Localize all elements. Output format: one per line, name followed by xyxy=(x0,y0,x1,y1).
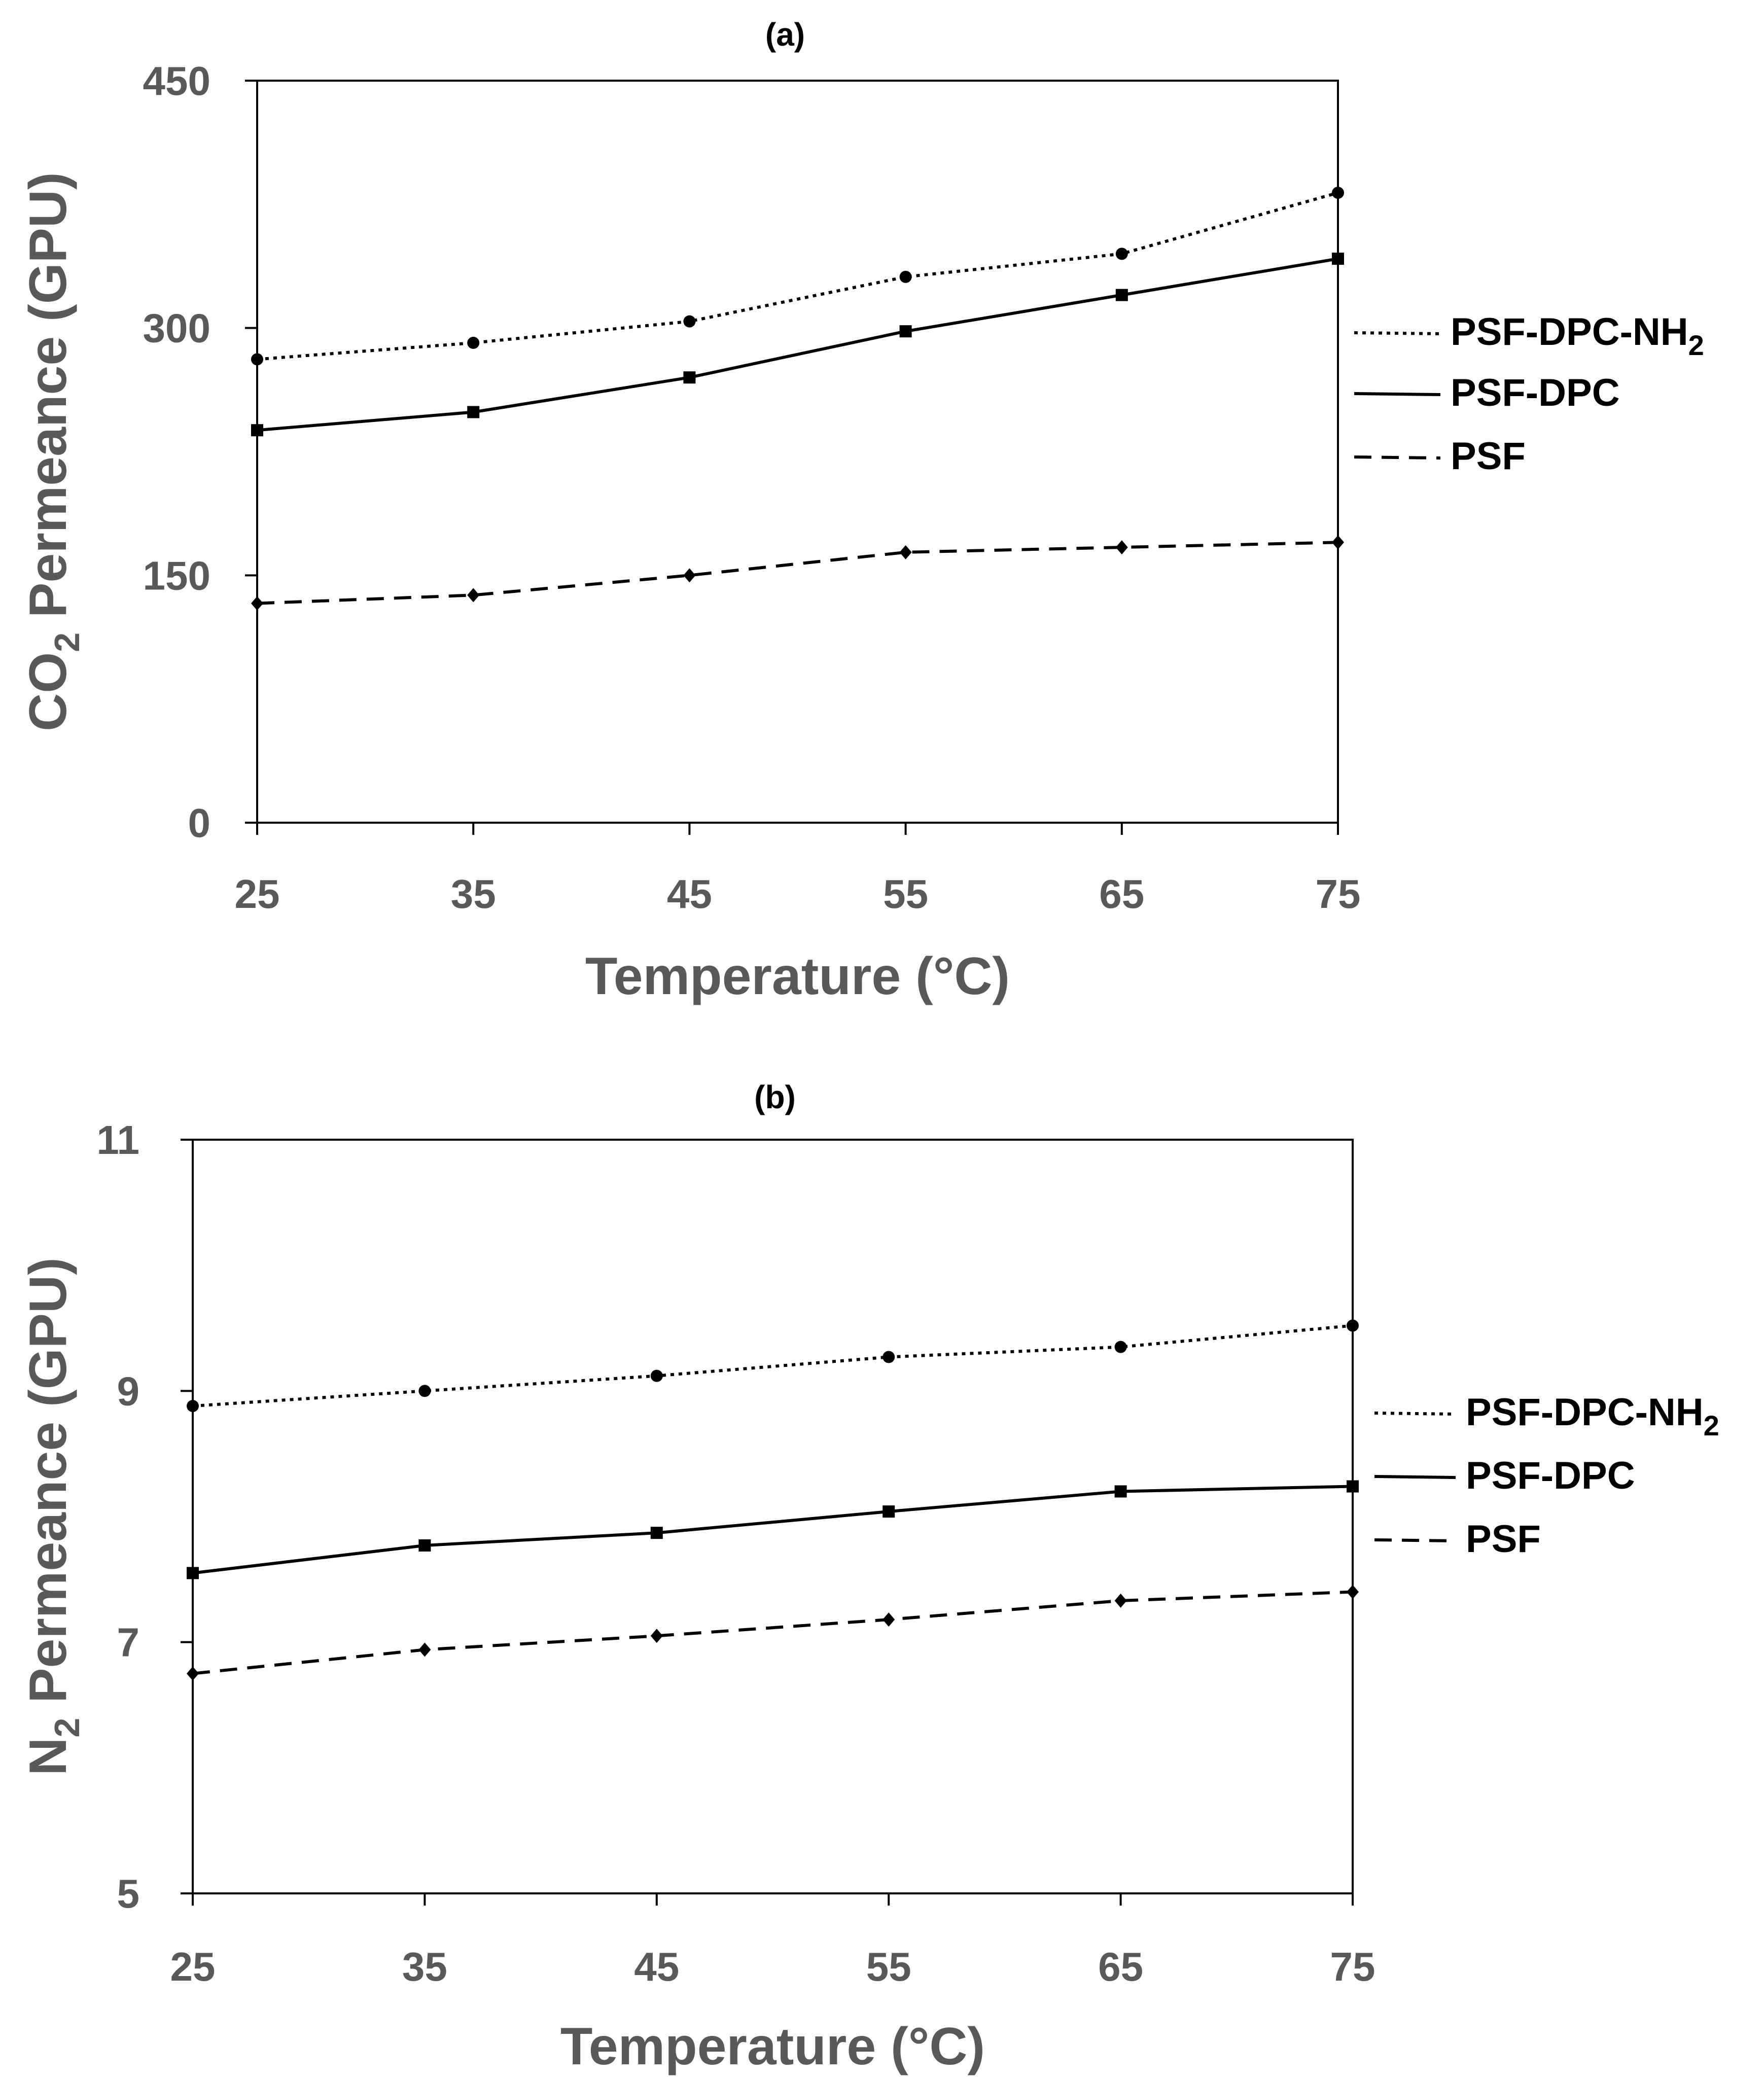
series-a-1 xyxy=(251,253,1344,437)
data-point-b-1 xyxy=(883,1505,895,1518)
data-point-a-0 xyxy=(683,315,696,328)
series-line-a-2 xyxy=(257,541,1338,605)
data-point-b-0 xyxy=(650,1369,663,1382)
x-tick-label-b: 25 xyxy=(170,1944,216,1989)
legend-swatch-b-0 xyxy=(1374,1412,1456,1416)
series-a-0 xyxy=(251,187,1344,366)
chart-title-a: (a) xyxy=(765,16,805,53)
y-tick-label-b: 9 xyxy=(117,1368,140,1414)
x-axis-title-a: Temperature (°C) xyxy=(585,947,1010,1006)
plot-frame-a xyxy=(256,80,1339,824)
data-point-a-0 xyxy=(467,336,480,349)
y-tick-label-a: 300 xyxy=(143,306,210,351)
x-tick-label-b: 75 xyxy=(1330,1944,1375,1989)
legend-swatch-b-1 xyxy=(1374,1475,1456,1479)
data-point-b-1 xyxy=(187,1567,199,1579)
data-point-a-2 xyxy=(1332,535,1344,550)
y-tick-label-b: 7 xyxy=(117,1620,140,1665)
data-point-a-0 xyxy=(1115,248,1128,260)
x-tick-label-a: 65 xyxy=(1099,871,1144,917)
data-point-a-1 xyxy=(683,371,696,384)
y-axis-title-b: N2 Permeance (GPU) xyxy=(19,1257,87,1776)
data-point-a-2 xyxy=(899,545,912,559)
x-tick-label-b: 45 xyxy=(634,1944,679,1989)
data-point-a-0 xyxy=(899,270,912,283)
chart-panel-a: (a) 0 150 300 450 25 35 45 55 65 75 Temperature (°C… xyxy=(19,16,1704,1006)
data-point-b-1 xyxy=(1347,1480,1359,1493)
chart-panel-b: (b) 5 7 9 11 25 35 45 55 65 75 Temperature (°C) N2 P… xyxy=(19,1079,1719,2076)
legend-label-b-0: PSF-DPC-NH2 xyxy=(1466,1391,1719,1441)
data-point-b-0 xyxy=(1114,1341,1127,1353)
legend-label-a-0: PSF-DPC-NH2 xyxy=(1451,310,1704,361)
data-point-a-2 xyxy=(683,568,696,583)
y-axis-title-a: CO2 Permeance (GPU) xyxy=(19,172,87,731)
legend-item-b-0: PSF-DPC-NH2 xyxy=(1374,1391,1719,1441)
data-point-a-1 xyxy=(899,325,912,338)
x-axis-title-b: Temperature (°C) xyxy=(560,2017,985,2076)
series-b-0 xyxy=(187,1319,1359,1413)
data-point-b-0 xyxy=(1347,1319,1359,1332)
legend-label-b-1: PSF-DPC xyxy=(1466,1454,1635,1497)
legend-item-a-1: PSF-DPC xyxy=(1354,371,1620,414)
legend-label-b-2: PSF xyxy=(1466,1518,1541,1561)
x-tick-label-b: 55 xyxy=(866,1944,911,1989)
data-point-b-1 xyxy=(1114,1485,1127,1498)
series-line-a-1 xyxy=(257,257,1338,432)
series-line-b-0 xyxy=(192,1324,1353,1408)
data-point-b-2 xyxy=(1114,1593,1127,1608)
legend-item-b-2: PSF xyxy=(1374,1518,1541,1561)
data-point-b-0 xyxy=(883,1351,895,1363)
data-point-b-0 xyxy=(418,1385,431,1397)
series-b-1 xyxy=(187,1480,1359,1579)
y-tick-label-b: 11 xyxy=(96,1117,139,1163)
data-point-a-2 xyxy=(251,596,263,611)
x-tick-label-a: 25 xyxy=(235,871,280,917)
data-point-a-2 xyxy=(1115,540,1128,555)
series-line-b-2 xyxy=(192,1590,1353,1675)
data-point-b-1 xyxy=(650,1527,663,1539)
data-point-a-0 xyxy=(1332,187,1344,199)
legend-item-a-2: PSF xyxy=(1354,435,1526,478)
x-tick-label-a: 35 xyxy=(451,871,496,917)
data-point-a-1 xyxy=(467,406,480,418)
data-point-a-0 xyxy=(251,353,263,366)
x-tick-label-a: 45 xyxy=(667,871,712,917)
x-tick-label-a: 75 xyxy=(1316,871,1361,917)
legend-swatch-a-2 xyxy=(1354,455,1441,460)
series-a-2 xyxy=(251,535,1344,611)
data-point-b-2 xyxy=(418,1642,431,1657)
data-point-b-1 xyxy=(418,1539,431,1552)
legend-swatch-b-2 xyxy=(1374,1538,1456,1542)
legend-item-b-1: PSF-DPC xyxy=(1374,1454,1635,1497)
x-tick-label-a: 55 xyxy=(883,871,928,917)
legend-swatch-a-0 xyxy=(1354,331,1441,335)
plot-frame-b xyxy=(192,1139,1354,1894)
data-point-b-2 xyxy=(883,1612,895,1627)
data-point-b-2 xyxy=(1347,1585,1359,1599)
series-b-2 xyxy=(187,1585,1359,1681)
data-point-a-2 xyxy=(467,588,480,603)
data-point-b-0 xyxy=(187,1400,199,1413)
y-tick-label-a: 150 xyxy=(143,553,210,598)
y-tick-label-a: 0 xyxy=(188,800,211,846)
y-tick-label-b: 5 xyxy=(117,1871,140,1916)
data-point-a-1 xyxy=(251,424,263,437)
chart-title-b: (b) xyxy=(754,1079,796,1115)
legend-label-a-1: PSF-DPC xyxy=(1451,371,1620,414)
data-point-a-1 xyxy=(1332,253,1344,265)
x-tick-label-b: 35 xyxy=(402,1944,447,1989)
legend-swatch-a-1 xyxy=(1354,392,1441,396)
legend-label-a-2: PSF xyxy=(1451,435,1526,478)
data-point-b-2 xyxy=(187,1666,199,1681)
y-tick-label-a: 450 xyxy=(143,58,210,103)
data-point-a-1 xyxy=(1115,289,1128,301)
data-point-b-2 xyxy=(650,1629,663,1643)
x-tick-label-b: 65 xyxy=(1098,1944,1143,1989)
legend-item-a-0: PSF-DPC-NH2 xyxy=(1354,310,1704,361)
series-line-b-1 xyxy=(192,1485,1353,1575)
series-line-a-0 xyxy=(257,191,1338,361)
